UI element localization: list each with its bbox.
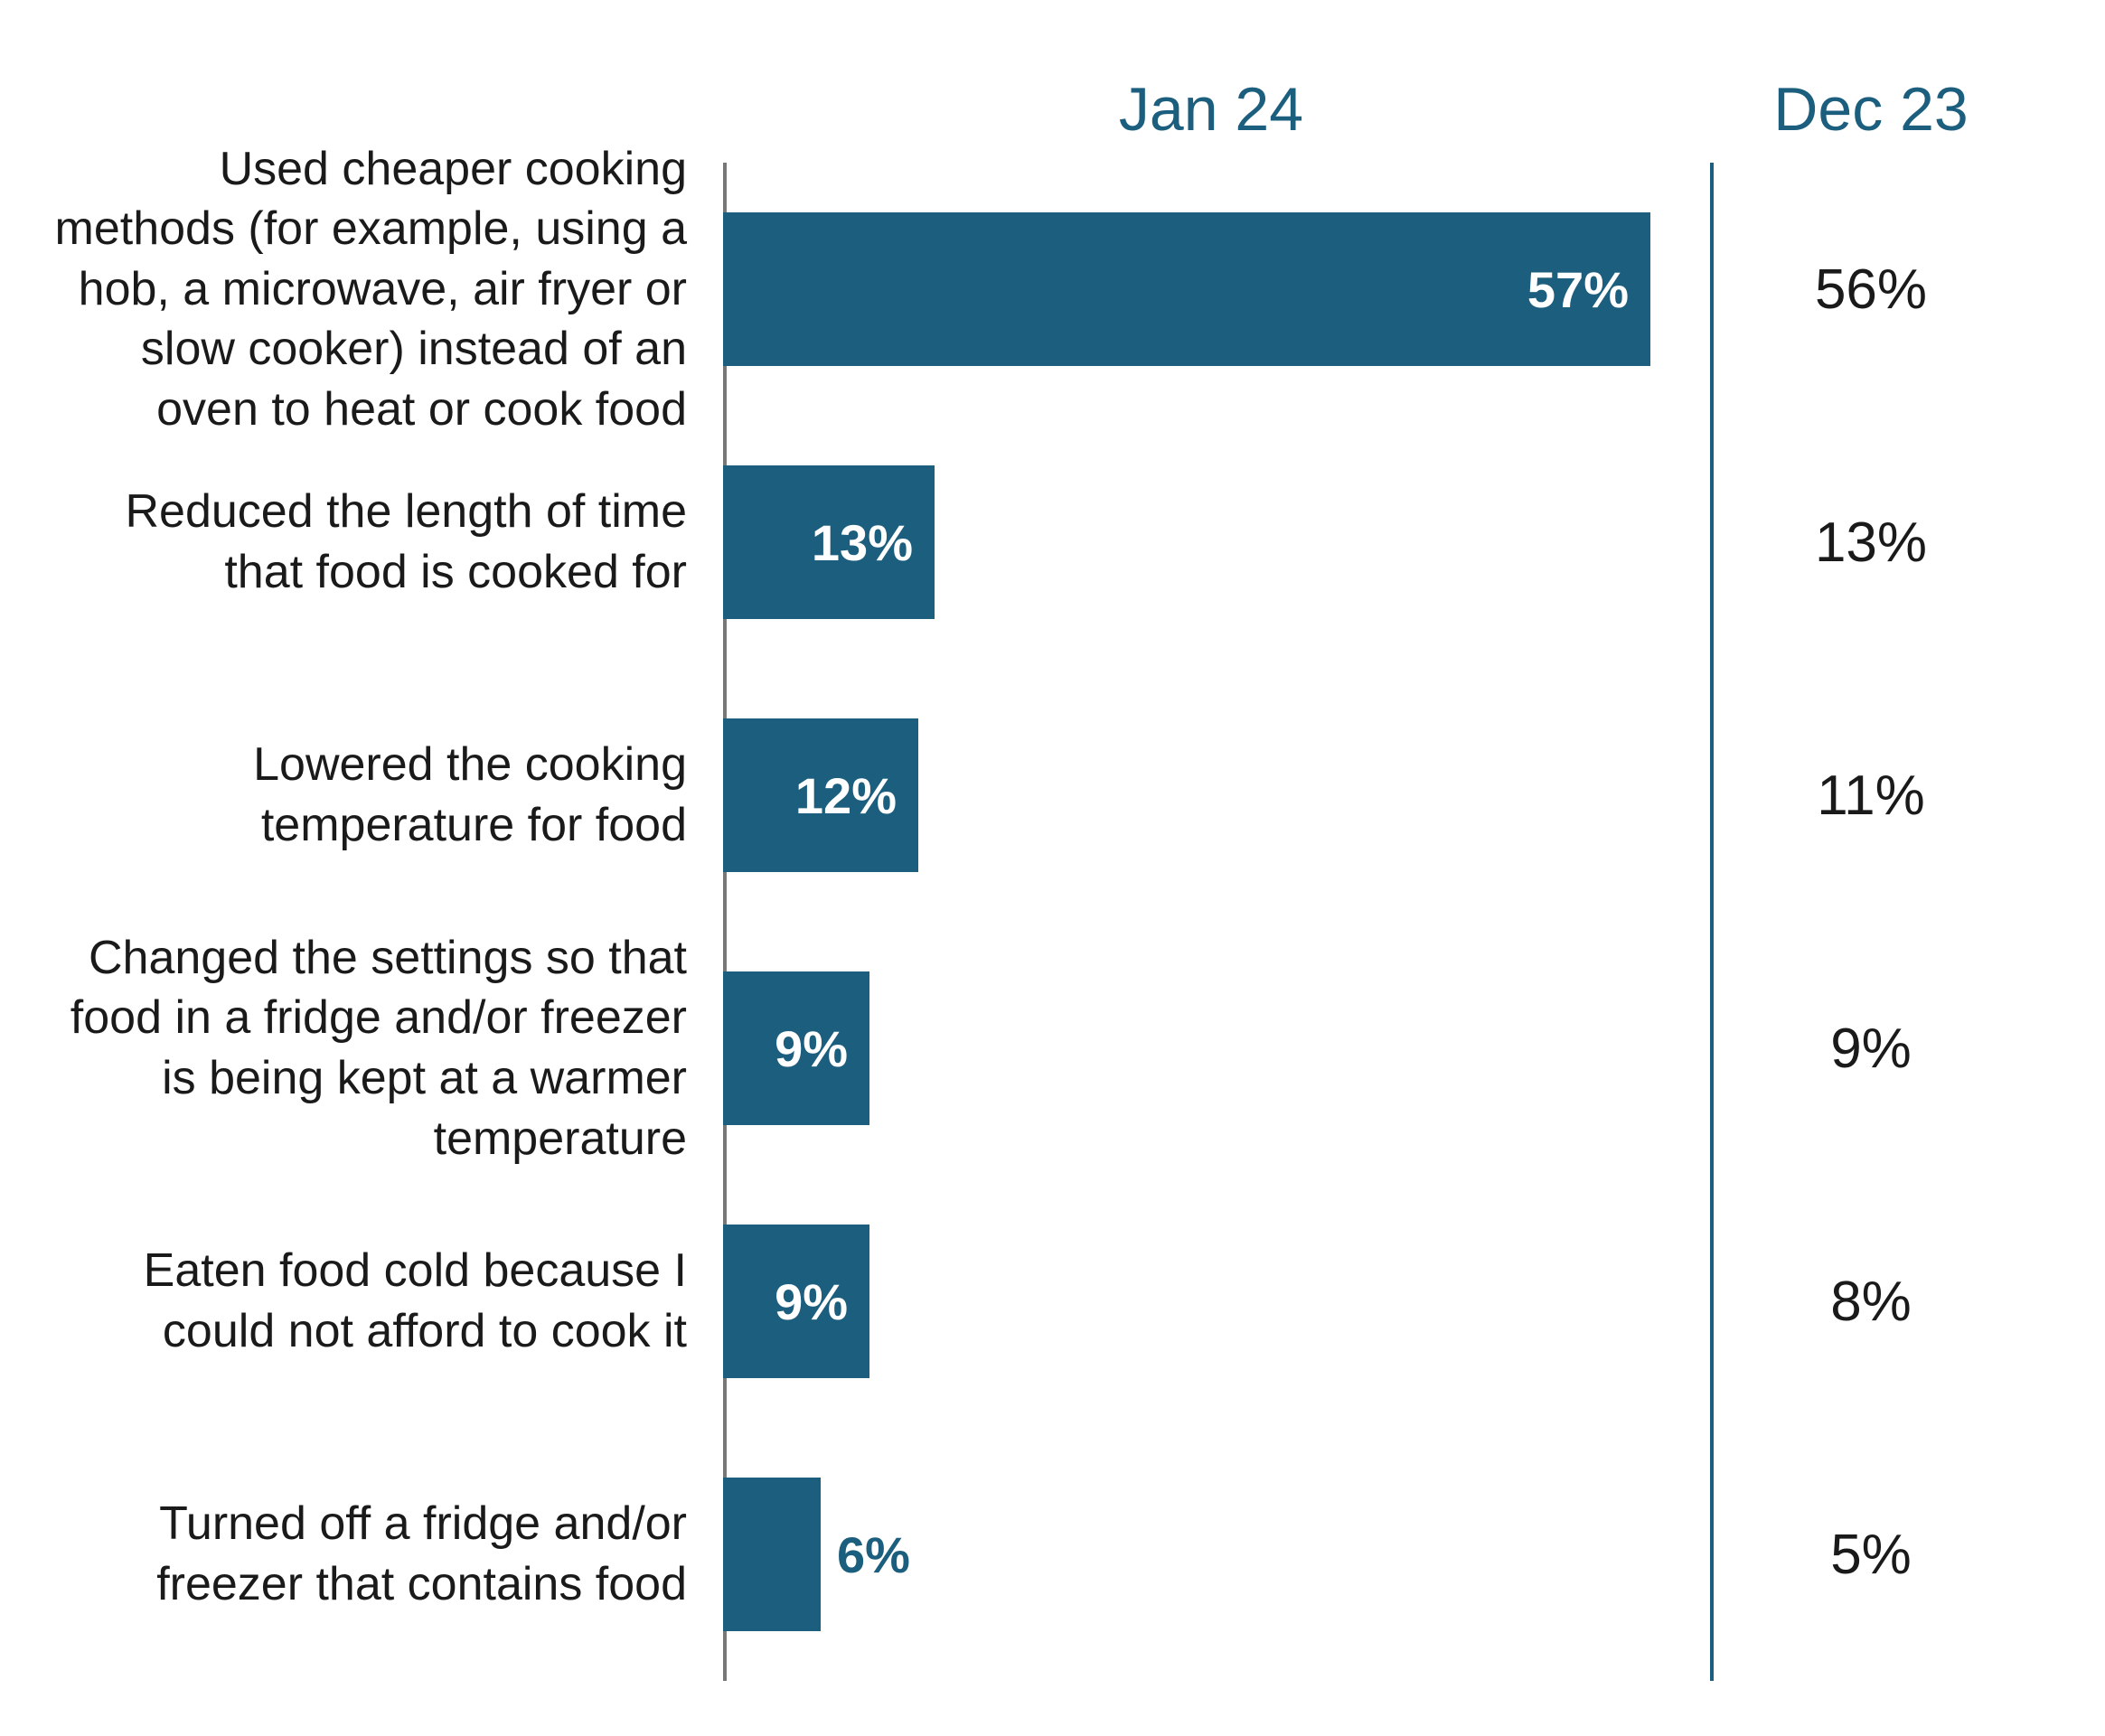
bar-value: 9% — [775, 1272, 848, 1331]
bar-value-outside: 6% — [837, 1525, 910, 1584]
dec-value: 5% — [1699, 1523, 2043, 1587]
chart-row: Changed the settings so that food in a f… — [36, 922, 2069, 1175]
bar: 6% — [723, 1478, 821, 1631]
chart-rows: Used cheaper cooking methods (for exampl… — [36, 163, 2069, 1681]
chart-row: Used cheaper cooking methods (for exampl… — [36, 163, 2069, 416]
dec-value: 56% — [1699, 258, 2043, 322]
bar-area: 12% — [723, 669, 1699, 922]
row-label: Changed the settings so that food in a f… — [36, 928, 712, 1168]
bar-value: 12% — [795, 766, 897, 825]
chart-row: Eaten food cold because I could not affo… — [36, 1175, 2069, 1428]
header-dec: Dec 23 — [1699, 74, 2043, 145]
chart-row: Reduced the length of time that food is … — [36, 416, 2069, 669]
chart-row: Turned off a fridge and/or freezer that … — [36, 1428, 2069, 1681]
bar: 12% — [723, 718, 918, 872]
bar-area: 9% — [723, 1175, 1699, 1428]
chart-row: Lowered the cooking temperature for food… — [36, 669, 2069, 922]
bar-area: 13% — [723, 416, 1699, 669]
bar-value: 57% — [1527, 260, 1629, 319]
bar-area: 9% — [723, 922, 1699, 1175]
bar-value: 9% — [775, 1019, 848, 1078]
column-divider — [1710, 163, 1714, 1681]
bar-value: 13% — [812, 513, 913, 572]
row-label: Lowered the cooking temperature for food — [36, 735, 712, 855]
bar: 57% — [723, 212, 1650, 366]
dec-value: 11% — [1699, 764, 2043, 828]
dec-value: 9% — [1699, 1017, 2043, 1081]
dec-value: 13% — [1699, 511, 2043, 575]
row-label: Used cheaper cooking methods (for exampl… — [36, 139, 712, 440]
row-label: Turned off a fridge and/or freezer that … — [36, 1494, 712, 1614]
dec-value: 8% — [1699, 1270, 2043, 1334]
chart-header: Jan 24 Dec 23 — [36, 36, 2069, 145]
chart-container: Jan 24 Dec 23 Used cheaper cooking metho… — [0, 0, 2105, 1736]
bar: 9% — [723, 1225, 869, 1378]
header-jan: Jan 24 — [723, 74, 1699, 145]
bar-area: 6% — [723, 1428, 1699, 1681]
row-label: Reduced the length of time that food is … — [36, 482, 712, 602]
bar-area: 57% — [723, 163, 1699, 416]
bar: 13% — [723, 465, 935, 619]
row-label: Eaten food cold because I could not affo… — [36, 1241, 712, 1361]
bar: 9% — [723, 971, 869, 1125]
